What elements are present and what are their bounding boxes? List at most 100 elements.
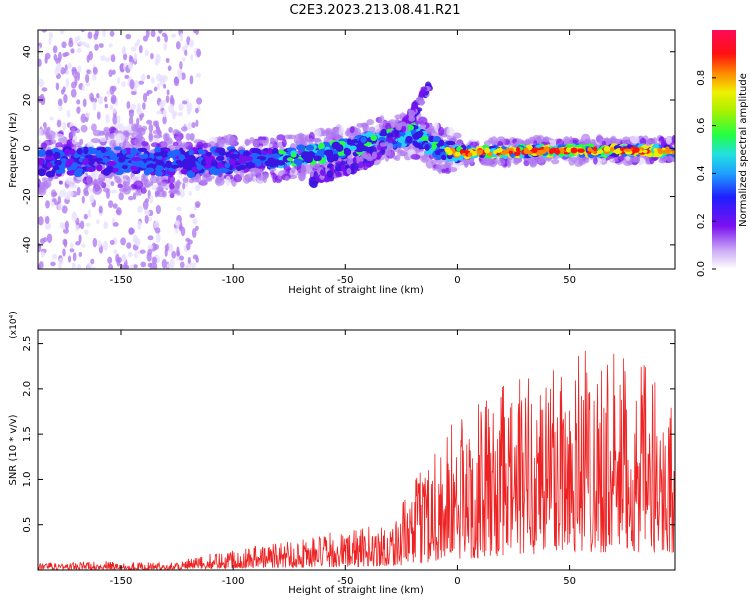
spectrogram-speckle [147, 244, 154, 250]
spectrogram-halo [253, 140, 260, 148]
spectrogram-speckle [121, 81, 126, 87]
spectrogram-core [218, 167, 226, 173]
spectrogram-halo [276, 134, 286, 141]
spectrogram-speckle [76, 47, 82, 53]
spectrogram-track [409, 109, 416, 118]
spectrogram-speckle [128, 54, 133, 64]
spectrogram-speckle [129, 79, 135, 90]
spectrogram-speckle [178, 103, 184, 111]
spectrogram-peak [642, 149, 648, 154]
spectrogram-core [205, 151, 212, 157]
spectrogram-halo [617, 154, 625, 162]
spectrogram-speckle [81, 243, 86, 249]
spectrogram-peak [633, 146, 640, 153]
spectrogram-peak [493, 150, 498, 155]
spectrogram-core [38, 168, 46, 177]
spectrogram-speckle [51, 253, 58, 260]
spectrogram-core [54, 159, 62, 166]
spectrogram-halo [312, 163, 320, 169]
spectrogram-core [331, 141, 341, 150]
spectrogram-halo [46, 130, 56, 140]
spectrogram-core [296, 144, 306, 151]
spectrogram-x-label: Height of straight line (km) [288, 285, 424, 296]
spectrogram-core [420, 136, 430, 142]
spectrogram-core [198, 149, 206, 155]
spectrogram-y-label: Frequency (Hz) [8, 112, 19, 188]
spectrogram-speckle [105, 57, 111, 62]
spectrogram-speckle [138, 44, 143, 54]
spectrogram-core [245, 161, 251, 167]
spectrogram-halo [281, 138, 287, 148]
spectrogram-core [346, 138, 352, 146]
colorbar-tick-label: 0.6 [696, 118, 707, 134]
spectrogram-halo [153, 134, 163, 139]
x-tick-label: -100 [222, 576, 245, 587]
spectrogram-core [218, 150, 227, 156]
spectrogram-speckle [150, 76, 155, 84]
spectrogram-speckle [85, 222, 91, 227]
spectrogram-peak [671, 150, 675, 155]
spectrogram-speckle [61, 41, 67, 49]
spectrogram-track [391, 129, 399, 138]
spectrogram-speckle [84, 229, 89, 235]
spectrogram-speckle [136, 38, 141, 46]
spectrogram-halo [379, 115, 385, 124]
x-tick-label: 0 [454, 275, 460, 286]
spectrogram-halo [256, 174, 266, 181]
spectrogram-speckle [109, 85, 115, 95]
spectrogram-core [178, 154, 186, 161]
spectrogram-speckle [110, 180, 115, 187]
spectrogram-core [73, 169, 83, 178]
spectrogram-core [86, 166, 96, 172]
colorbar-label: Normalized spectral amplitude [738, 73, 749, 227]
spectrogram-halo [140, 187, 147, 194]
spectrogram-speckle [59, 30, 65, 35]
spectrogram-core [188, 149, 194, 156]
spectrogram-peak [587, 150, 592, 155]
spectrogram-halo [133, 180, 144, 190]
spectrogram-core [60, 158, 68, 163]
y-tick-label: 2.5 [22, 336, 33, 352]
spectrogram-track [408, 116, 416, 122]
spectrogram-halo [225, 175, 231, 186]
spectrogram-core [313, 155, 322, 162]
spectrogram-halo [185, 133, 191, 141]
spectrogram-speckle [162, 116, 167, 125]
spectrogram-speckle [98, 43, 104, 48]
spectrogram-halo [50, 189, 57, 198]
spectrogram-speckle [109, 104, 114, 110]
spectrogram-core [160, 150, 169, 158]
spectrogram-halo [175, 136, 181, 142]
spectrogram-speckle [187, 122, 192, 131]
spectrogram-halo [161, 141, 168, 148]
spectrogram-core [286, 157, 294, 162]
spectrogram-speckle [62, 52, 68, 58]
spectrogram-halo [202, 172, 212, 182]
spectrogram-speckle [114, 123, 121, 129]
spectrogram-speckle [61, 205, 68, 214]
spectrogram-speckle [38, 216, 44, 226]
spectrogram-track [417, 100, 426, 105]
spectrogram-speckle [140, 73, 146, 81]
spectrogram-core [71, 162, 79, 168]
spectrogram-speckle [46, 233, 53, 244]
spectrogram-halo [304, 164, 314, 174]
spectrogram-peak [459, 149, 465, 155]
x-tick-label: 0 [454, 576, 460, 587]
y-tick-label: 2.0 [22, 381, 33, 397]
spectrogram-speckle [57, 203, 63, 211]
spectrogram-halo [299, 137, 305, 144]
spectrogram-speckle [156, 36, 161, 43]
spectrogram-core [188, 154, 196, 160]
spectrogram-halo [122, 184, 131, 192]
spectrogram-speckle [189, 213, 196, 219]
spectrogram-track [350, 162, 359, 170]
spectrogram-speckle [57, 98, 63, 107]
spectrogram-speckle [96, 93, 100, 99]
spectrogram-speckle [69, 242, 74, 249]
spectrogram-speckle [71, 81, 77, 89]
spectrogram-speckle [156, 82, 161, 90]
spectrogram-halo [438, 126, 445, 136]
x-tick-label: 50 [563, 576, 576, 587]
spectrogram-halo [91, 123, 97, 132]
